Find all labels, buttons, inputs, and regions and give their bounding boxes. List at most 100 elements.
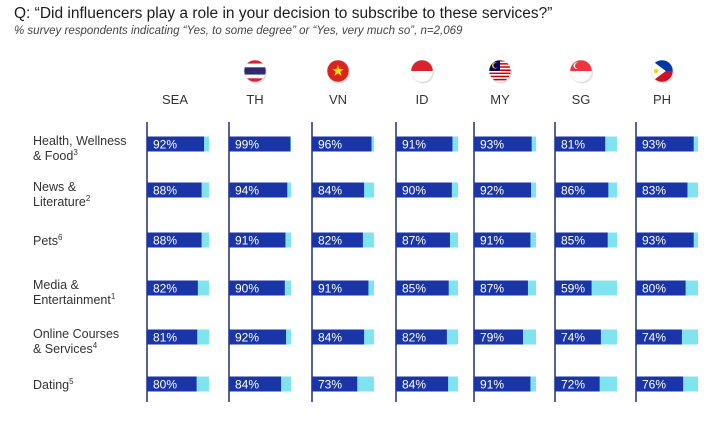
column-header-vn: VN [329,92,347,107]
bar [312,182,365,198]
data-label: 84% [318,331,342,345]
row-label-5: Dating5 [33,377,74,392]
data-label: 76% [642,378,666,392]
vietnam-flag-icon [326,59,350,84]
row-label-1: News & Literature2 [33,180,91,209]
data-label: 92% [480,184,504,198]
bar [229,280,285,296]
bar [474,136,532,152]
data-label: 88% [153,234,177,248]
bar [396,329,447,345]
bar [229,136,291,152]
bar [229,182,288,198]
bar [147,136,205,152]
bar [396,232,450,248]
data-label: 82% [318,234,342,248]
data-label: 85% [402,282,426,296]
bar [229,232,286,248]
bar [396,376,449,392]
data-label: 82% [153,282,177,296]
bar [147,376,197,392]
data-label: 93% [642,234,666,248]
bar [147,182,202,198]
data-label: 80% [153,378,177,392]
bar [636,280,686,296]
thailand-flag-icon [243,59,267,84]
singapore-flag-icon [569,59,593,84]
bar [147,232,202,248]
data-label: 93% [480,138,504,152]
bar [555,232,608,248]
bar [474,232,531,248]
bar [555,280,592,296]
bar [396,280,449,296]
data-label: 72% [561,378,585,392]
bars-layer: 92% 99% 96% 91% 93% 81% 93% 88% 94% 84% 90% 92% 86% 8… [146,122,698,402]
data-label: 92% [153,138,177,152]
column-header-th: TH [246,92,263,107]
data-label: 86% [561,184,585,198]
bar [636,329,682,345]
row-label-0: Health, Wellness & Food3 [33,134,127,163]
data-label: 91% [318,282,342,296]
bar [229,329,287,345]
data-label: 96% [318,138,342,152]
column-headers: SEA TH VN ID MY SG PH [162,92,671,107]
data-label: 92% [235,331,259,345]
data-label: 88% [153,184,177,198]
malaysia-flag-icon [488,59,512,84]
flags-layer [243,59,674,84]
data-label: 84% [318,184,342,198]
data-label: 59% [561,282,585,296]
data-label: 80% [642,282,666,296]
bar [229,376,282,392]
bar [636,136,694,152]
row-labels: Health, Wellness & Food3 News & Literature2… [33,134,127,392]
data-label: 87% [402,234,426,248]
bar [636,182,688,198]
bar [312,329,365,345]
data-label: 74% [642,331,666,345]
data-label: 87% [480,282,504,296]
data-label: 82% [402,331,426,345]
column-header-sg: SG [572,92,591,107]
data-label: 74% [561,331,585,345]
bar [312,280,369,296]
bar [636,232,694,248]
data-label: 90% [235,282,259,296]
bar [555,329,601,345]
data-label: 85% [561,234,585,248]
bar [147,280,198,296]
data-label: 91% [402,138,426,152]
philippines-flag-icon [650,59,674,84]
bar [396,182,452,198]
row-label-2: Pets6 [33,233,63,248]
indonesia-flag-icon [410,59,434,84]
row-label-4: Online Courses & Services4 [33,327,119,356]
column-header-sea: SEA [162,92,188,107]
data-label: 84% [235,378,259,392]
bar [312,136,372,152]
data-label: 90% [402,184,426,198]
data-label: 84% [402,378,426,392]
bar [147,329,198,345]
bar [555,182,609,198]
data-label: 93% [642,138,666,152]
bar [555,136,606,152]
data-label: 83% [642,184,666,198]
bar [474,182,532,198]
column-header-ph: PH [653,92,671,107]
data-label: 73% [318,378,342,392]
data-label: 81% [153,331,177,345]
chart-subtitle: % survey respondents indicating “Yes, to… [14,25,463,37]
bar [474,329,523,345]
bar [474,376,531,392]
bar [474,280,528,296]
bar [312,376,358,392]
chart-title: Q: “Did influencers play a role in your … [14,5,553,22]
data-label: 91% [235,234,259,248]
data-label: 91% [480,378,504,392]
column-header-id: ID [416,92,429,107]
data-label: 79% [480,331,504,345]
